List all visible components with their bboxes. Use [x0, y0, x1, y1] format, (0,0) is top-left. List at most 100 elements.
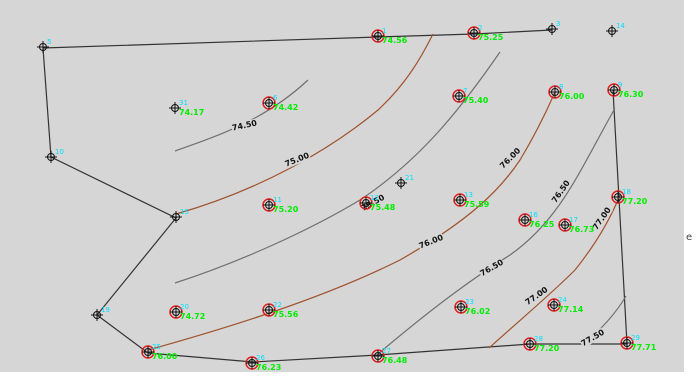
elevation-label: 76.00	[559, 92, 585, 101]
contour-line[interactable]	[174, 51, 501, 284]
survey-point[interactable]: 14	[606, 22, 625, 37]
point-id-label: 31	[179, 99, 188, 107]
contour-elevation-label: 75.00	[284, 151, 311, 169]
elevation-label: 74.42	[273, 103, 298, 112]
point-id-label: 24	[558, 296, 567, 304]
contour-elevation-label: 76.00	[418, 233, 445, 251]
survey-point[interactable]: 775.40	[452, 87, 489, 105]
contour-label-bg	[549, 178, 573, 205]
contour-label-bg	[523, 284, 550, 308]
survey-point[interactable]: 10	[45, 148, 64, 163]
survey-point[interactable]: 5	[37, 38, 51, 53]
point-id-label: 7	[463, 87, 467, 95]
survey-point[interactable]: 674.42	[262, 94, 298, 112]
survey-point[interactable]: 976.30	[607, 81, 644, 99]
survey-point[interactable]: 19	[91, 306, 110, 321]
survey-point[interactable]: 174.56	[371, 27, 408, 45]
elevation-label: 74.72	[180, 312, 205, 321]
contour-line[interactable]	[488, 194, 621, 349]
contour-line[interactable]	[377, 109, 615, 355]
survey-point[interactable]: 21	[395, 174, 414, 189]
point-id-label: 18	[622, 188, 631, 196]
survey-point[interactable]: 3	[546, 20, 560, 35]
elevation-label: 76.00	[152, 352, 178, 361]
survey-drawing[interactable]: 74.5075.0075.5076.0076.0076.5076.5077.00…	[0, 0, 684, 372]
boundary-line[interactable]	[42, 29, 553, 49]
point-id-label: 14	[616, 22, 625, 30]
contour-label-bg	[497, 145, 523, 171]
point-id-label: 2	[478, 24, 482, 32]
elevation-label: 75.40	[463, 96, 489, 105]
elevation-label: 76.23	[256, 363, 281, 372]
point-id-label: 22	[273, 301, 282, 309]
contour-elevation-label: 77.00	[524, 285, 550, 307]
elevation-label: 76.48	[382, 356, 408, 365]
contour-label-bg	[230, 118, 259, 133]
point-id-label: 10	[55, 148, 64, 156]
point-id-label: 9	[618, 81, 622, 89]
point-id-label: 27	[382, 347, 391, 355]
contour-elevation-label: 74.50	[231, 118, 258, 132]
survey-point[interactable]: 876.00	[548, 83, 585, 101]
elevation-label: 76.73	[569, 225, 594, 234]
elevation-label: 76.02	[465, 307, 490, 316]
contour-line[interactable]	[175, 33, 434, 215]
contour-label-bg	[478, 257, 506, 279]
contour-elevation-label: 76.50	[479, 257, 506, 278]
elevation-label: 75.59	[464, 200, 490, 209]
drawing-canvas[interactable]: 74.50 75.00 75.50 76.00 76.00 76.50 76.50 77.00…	[0, 0, 684, 372]
elevation-label: 77.14	[558, 305, 584, 314]
elevation-label: 75.25	[478, 33, 504, 42]
boundary-line[interactable]	[42, 47, 628, 363]
survey-point[interactable]: 275.25	[467, 24, 504, 42]
point-id-label: 23	[465, 298, 474, 306]
elevation-label: 75.48	[370, 203, 396, 212]
elevation-label: 76.25	[529, 220, 555, 229]
survey-point[interactable]: 15	[170, 208, 189, 223]
elevation-label: 77.20	[534, 344, 560, 353]
point-id-label: 1	[382, 27, 386, 35]
point-id-label: 15	[180, 208, 189, 216]
contour-elevation-label: 76.00	[498, 146, 523, 171]
elevation-label: 77.71	[631, 343, 657, 352]
contour-label-bg	[590, 205, 614, 232]
contour-label-bg	[579, 327, 607, 349]
point-id-label: 21	[405, 174, 414, 182]
elevation-label: 76.30	[618, 90, 644, 99]
point-id-label: 6	[273, 94, 278, 102]
point-id-label: 3	[556, 20, 560, 28]
point-id-label: 16	[529, 211, 538, 219]
point-id-label: 8	[559, 83, 563, 91]
point-id-label: 12	[370, 194, 379, 202]
point-id-label: 17	[569, 216, 578, 224]
point-id-label: 5	[47, 38, 51, 46]
point-id-label: 20	[180, 303, 189, 311]
contour-label-bg	[283, 150, 311, 169]
elevation-label: 75.20	[273, 205, 299, 214]
stray-glyph: e	[686, 232, 693, 243]
elevation-label: 74.17	[179, 108, 204, 117]
contour-elevation-label: 77.50	[580, 327, 607, 348]
contour-label-bg	[417, 232, 445, 251]
elevation-label: 74.56	[382, 36, 408, 45]
point-id-label: 26	[256, 354, 265, 362]
elevation-label: 77.20	[622, 197, 648, 206]
point-id-label: 29	[631, 334, 640, 342]
